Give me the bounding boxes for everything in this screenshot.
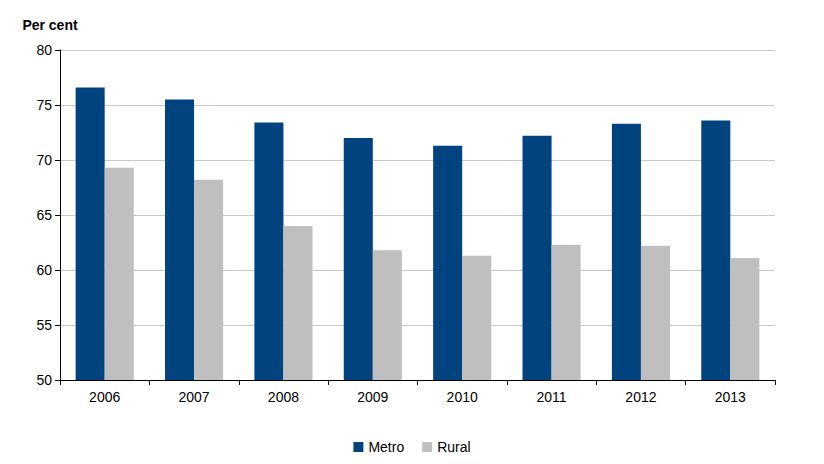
svg-text:2008: 2008: [268, 389, 299, 405]
svg-text:Rural: Rural: [437, 439, 470, 455]
svg-text:2013: 2013: [715, 389, 746, 405]
svg-text:2011: 2011: [537, 389, 567, 405]
svg-text:2009: 2009: [357, 389, 388, 405]
svg-text:2006: 2006: [89, 389, 120, 405]
svg-text:80: 80: [36, 42, 52, 58]
svg-text:50: 50: [36, 372, 52, 388]
svg-text:Metro: Metro: [368, 439, 404, 455]
svg-text:2012: 2012: [625, 389, 656, 405]
svg-text:60: 60: [36, 262, 52, 278]
svg-text:70: 70: [36, 152, 52, 168]
svg-text:2010: 2010: [447, 389, 478, 405]
svg-text:65: 65: [36, 207, 52, 223]
svg-text:75: 75: [36, 97, 52, 113]
svg-text:55: 55: [36, 317, 52, 333]
svg-text:Per cent: Per cent: [22, 17, 78, 33]
svg-text:2007: 2007: [178, 389, 209, 405]
